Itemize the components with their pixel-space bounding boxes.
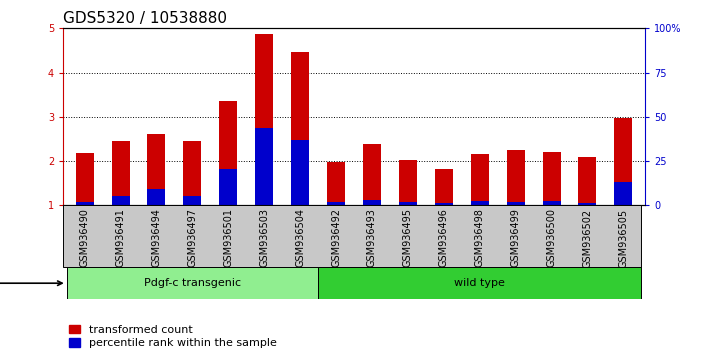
Text: genotype/variation: genotype/variation	[0, 278, 62, 288]
Legend: transformed count, percentile rank within the sample: transformed count, percentile rank withi…	[69, 325, 276, 348]
Bar	[543, 201, 561, 205]
Text: GSM936499: GSM936499	[510, 209, 521, 267]
Bar	[471, 201, 489, 205]
Text: GSM936498: GSM936498	[475, 209, 484, 267]
Text: GSM936490: GSM936490	[80, 209, 90, 267]
Bar	[291, 140, 309, 205]
Text: GSM936504: GSM936504	[295, 209, 305, 267]
Bar	[614, 118, 632, 205]
Bar	[578, 157, 597, 205]
Bar	[507, 150, 524, 205]
Bar	[111, 195, 130, 205]
Bar	[67, 267, 318, 299]
Bar	[76, 153, 94, 205]
Bar	[507, 202, 524, 205]
Bar	[255, 34, 273, 205]
Bar	[327, 202, 345, 205]
Text: GSM936505: GSM936505	[618, 209, 628, 268]
Bar	[184, 141, 201, 205]
Text: GDS5320 / 10538880: GDS5320 / 10538880	[63, 11, 227, 26]
Bar	[147, 133, 165, 205]
Text: GSM936501: GSM936501	[224, 209, 233, 267]
Bar	[543, 152, 561, 205]
Text: GSM936493: GSM936493	[367, 209, 377, 267]
Bar	[111, 141, 130, 205]
Text: GSM936496: GSM936496	[439, 209, 449, 267]
Text: wild type: wild type	[454, 278, 505, 288]
Bar	[363, 144, 381, 205]
Bar	[255, 128, 273, 205]
Text: GSM936497: GSM936497	[187, 209, 198, 267]
Bar	[76, 202, 94, 205]
Bar	[363, 200, 381, 205]
Bar	[318, 267, 641, 299]
Bar	[184, 195, 201, 205]
Bar	[291, 52, 309, 205]
Text: Pdgf-c transgenic: Pdgf-c transgenic	[144, 278, 241, 288]
Text: GSM936503: GSM936503	[259, 209, 269, 267]
Text: GSM936491: GSM936491	[116, 209, 125, 267]
Bar	[219, 101, 237, 205]
Bar	[399, 160, 417, 205]
Text: GSM936492: GSM936492	[331, 209, 341, 267]
Bar	[147, 188, 165, 205]
Bar	[614, 182, 632, 205]
Bar	[471, 154, 489, 205]
Bar	[578, 202, 597, 205]
Bar	[435, 203, 453, 205]
Bar	[219, 169, 237, 205]
Text: GSM936500: GSM936500	[547, 209, 557, 267]
Text: GSM936502: GSM936502	[583, 209, 592, 268]
Bar	[327, 162, 345, 205]
Bar	[399, 202, 417, 205]
Text: GSM936494: GSM936494	[151, 209, 161, 267]
Bar	[435, 169, 453, 205]
Text: GSM936495: GSM936495	[403, 209, 413, 267]
